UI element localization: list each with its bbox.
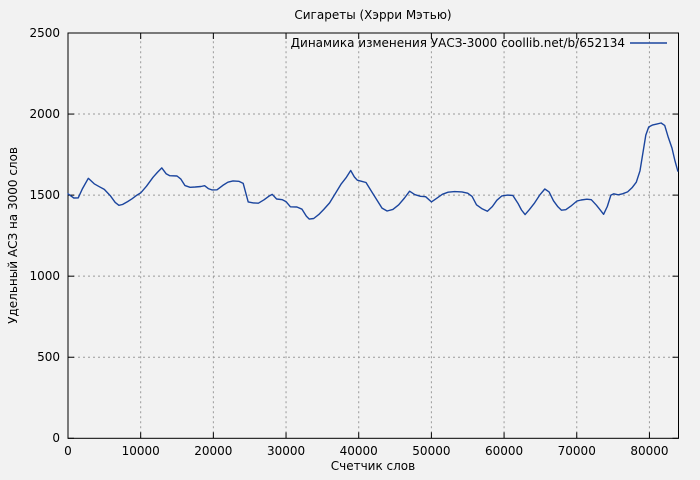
data-line xyxy=(67,122,679,220)
y-tick-label: 500 xyxy=(37,350,60,365)
y-axis-label-wrapper: Удельный АСЗ на 3000 слов xyxy=(4,33,22,438)
x-tick-label: 30000 xyxy=(266,444,306,458)
x-tick-label: 50000 xyxy=(412,444,451,458)
y-tick-label: 2000 xyxy=(29,107,60,122)
x-tick-label: 40000 xyxy=(339,444,378,458)
x-tick-label: 70000 xyxy=(557,444,596,458)
y-tick-label: 2500 xyxy=(29,26,60,40)
y-axis-label: Удельный АСЗ на 3000 слов xyxy=(6,147,20,324)
y-tick-label: 0 xyxy=(52,431,60,446)
x-tick-label: 0 xyxy=(64,444,72,458)
x-tick-label: 60000 xyxy=(484,444,524,458)
x-tick-label: 20000 xyxy=(194,444,233,458)
x-tick-label: 10000 xyxy=(121,444,160,458)
y-tick-label: 1000 xyxy=(29,269,60,284)
x-axis-label: Счетчик слов xyxy=(330,459,416,473)
plot-border xyxy=(67,32,679,439)
y-tick-label: 1500 xyxy=(29,188,60,203)
x-tick-label: 80000 xyxy=(630,444,669,458)
legend-label: Динамика изменения УАСЗ-3000 coollib.net… xyxy=(290,36,625,50)
chart-title: Сигареты (Хэрри Мэтью) xyxy=(294,8,452,22)
